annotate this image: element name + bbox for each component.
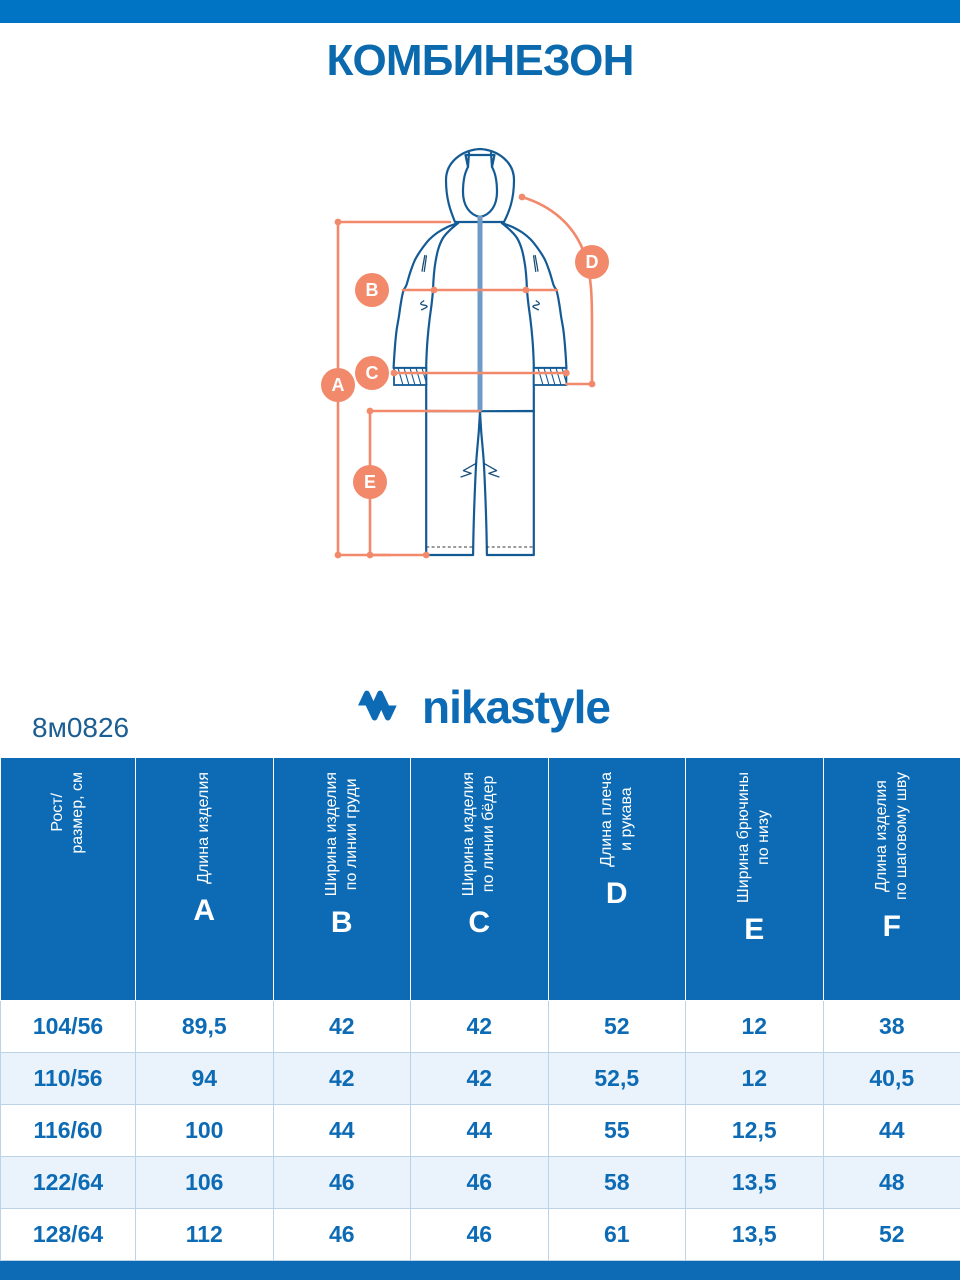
svg-text:C: C xyxy=(366,363,379,383)
svg-text:B: B xyxy=(366,280,379,300)
svg-text:E: E xyxy=(364,472,376,492)
svg-text:A: A xyxy=(332,375,345,395)
svg-text:D: D xyxy=(586,252,599,272)
